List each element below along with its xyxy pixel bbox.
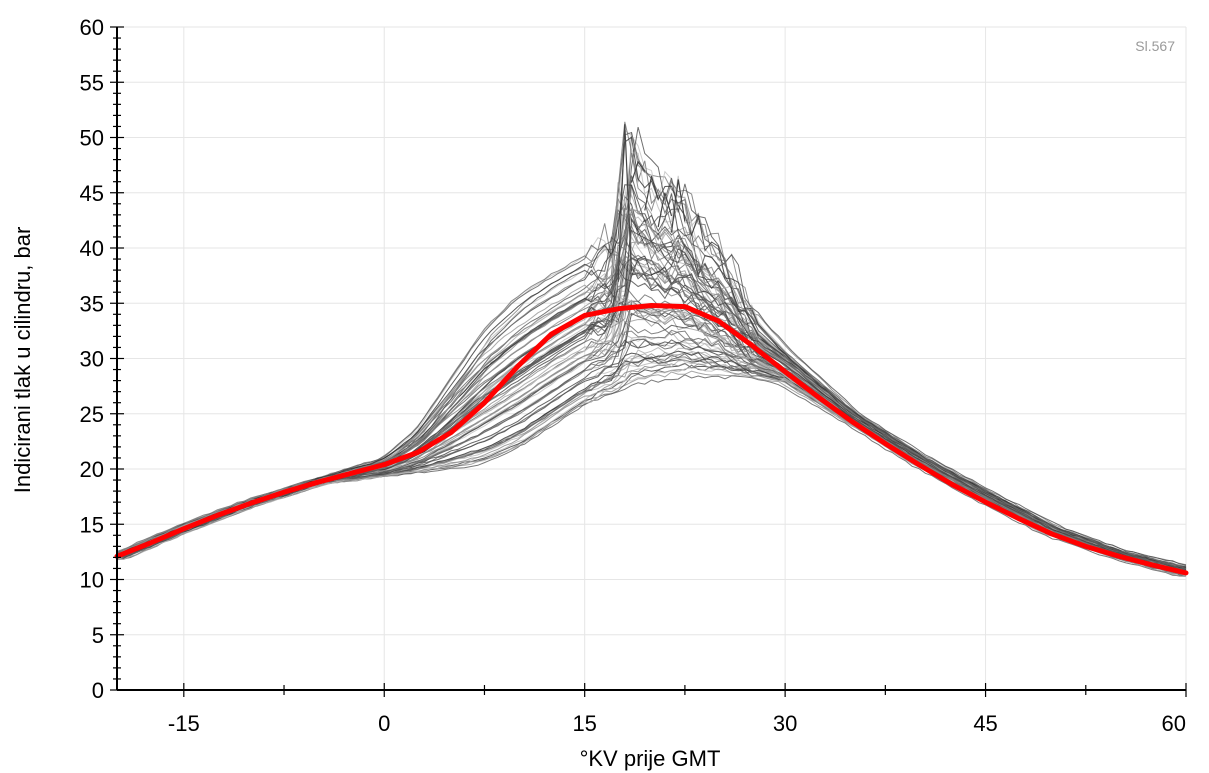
y-tick-label: 50 [80,126,104,151]
cycle-trace [116,293,1187,573]
cycle-trace [116,357,1187,575]
cycle-trace [116,131,1187,567]
mean-cycle-line [114,303,1189,576]
y-tick-label: 10 [80,568,104,593]
cycle-trace [116,356,1187,576]
mean-cycle-series [114,303,1189,576]
y-tick-label: 55 [80,70,104,95]
y-tick-label: 35 [80,291,104,316]
cycle-trace [116,300,1187,571]
cycle-trace [116,285,1186,572]
pressure-spike [644,176,659,211]
x-tick-label: 45 [973,711,997,736]
y-tick-label: 30 [80,347,104,372]
y-tick-label: 45 [80,181,104,206]
x-tick-label: 0 [378,711,390,736]
figure-annotation: Sl.567 [1135,38,1175,54]
cycle-trace [116,374,1187,577]
y-tick-label: 40 [80,236,104,261]
pressure-spike [670,179,686,233]
x-tick-label: -15 [168,711,200,736]
y-tick-label: 60 [80,15,104,40]
cycle-trace [116,255,1187,570]
y-tick-label: 0 [92,678,104,703]
cycle-trace [116,306,1187,575]
pressure-spike [657,192,673,228]
y-tick-label: 15 [80,512,104,537]
x-tick-label: 15 [572,711,596,736]
y-axis-title: Indicirani tlak u cilindru, bar [10,227,35,494]
y-tick-label: 25 [80,402,104,427]
cycle-trace [116,351,1187,576]
x-axis-title: °KV prije GMT [580,746,721,771]
cycle-trace [116,358,1187,576]
x-tick-label: 60 [1162,711,1186,736]
cycle-trace [116,350,1187,575]
cycle-trace [116,321,1187,574]
axes [110,26,1187,697]
cycle-trace [116,312,1187,575]
cycle-trace [116,359,1187,575]
pressure-spike [617,124,633,282]
cycle-trace [116,296,1186,573]
cycle-trace [116,370,1187,577]
individual-cycles [116,121,1187,577]
x-tick-label: 30 [773,711,797,736]
cycle-trace [116,353,1187,576]
pressure-spike [630,160,646,183]
cycle-trace [116,312,1187,573]
cycle-trace [116,351,1187,574]
y-tick-label: 20 [80,457,104,482]
cycle-trace [116,367,1187,577]
cycle-trace [116,347,1187,574]
tick-labels: 0 5 10 15 20 25 30 35 40 45 50 55 60 -15 0 15 30 45 60 [80,15,1186,736]
cycle-trace [116,299,1187,574]
y-tick-label: 5 [92,623,104,648]
cycle-trace [116,337,1187,575]
cycle-trace [116,129,1187,568]
cycle-trace [116,300,1187,575]
cycle-trace [116,300,1187,574]
